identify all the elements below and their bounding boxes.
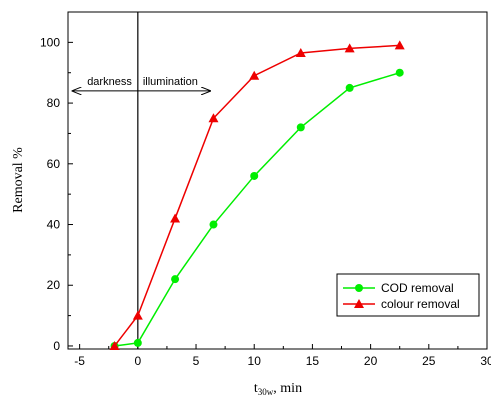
legend-marker xyxy=(355,284,363,292)
y-tick-label: 20 xyxy=(47,278,61,292)
data-point xyxy=(250,171,259,180)
x-tick-label: 5 xyxy=(193,354,200,368)
legend-box xyxy=(336,273,480,317)
data-point xyxy=(109,340,120,350)
series-colour-removal xyxy=(109,40,405,350)
x-tick-label: 30 xyxy=(480,354,491,368)
data-point xyxy=(132,310,143,320)
darkness-label: darkness xyxy=(87,76,132,88)
y-tick-label: 80 xyxy=(47,96,61,110)
x-tick-label: 15 xyxy=(306,354,320,368)
y-tick-label: 100 xyxy=(40,35,60,49)
x-axis-title-sub: 30w xyxy=(258,387,274,397)
legend: COD removal colour removal xyxy=(336,273,480,317)
y-axis-title: Removal % xyxy=(11,147,26,213)
x-tick-label: 10 xyxy=(248,354,262,368)
data-point xyxy=(345,83,354,92)
plot-frame xyxy=(67,11,488,350)
series-layer xyxy=(109,40,405,350)
x-axis-title-suffix: , min xyxy=(273,381,302,396)
data-point xyxy=(133,338,142,347)
x-tick-label: 0 xyxy=(134,354,141,368)
data-point xyxy=(295,47,306,57)
legend-label: COD removal xyxy=(381,281,454,295)
data-point xyxy=(170,213,181,223)
data-point xyxy=(296,123,305,132)
y-tick-label: 40 xyxy=(47,218,61,232)
axis-ticks: -5 0 5 10 15 20 25 30 0 20 40 60 80 100 xyxy=(40,35,491,368)
x-tick-label: 20 xyxy=(364,354,378,368)
legend-label: colour removal xyxy=(381,297,460,311)
data-point xyxy=(208,113,219,123)
x-tick-label: -5 xyxy=(74,354,85,368)
y-tick-label: 0 xyxy=(53,339,60,353)
data-point xyxy=(395,68,404,77)
series-line xyxy=(113,44,400,347)
data-point xyxy=(209,220,218,229)
data-point xyxy=(249,70,260,80)
x-axis-title: t30w, min xyxy=(254,381,302,397)
data-point xyxy=(344,43,355,53)
illumination-label: illumination xyxy=(143,76,198,88)
y-tick-label: 60 xyxy=(47,157,61,171)
series-line xyxy=(114,72,400,347)
x-tick-label: 25 xyxy=(422,354,436,368)
annotation-layer: darkness illumination xyxy=(73,12,210,349)
x-axis-title-main: t xyxy=(254,381,258,396)
data-point xyxy=(394,40,405,50)
legend-marker xyxy=(354,299,364,308)
data-point xyxy=(171,275,180,284)
